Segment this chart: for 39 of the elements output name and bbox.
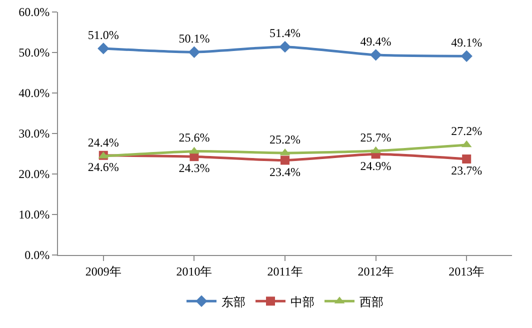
legend-label: 中部	[290, 294, 314, 309]
point	[280, 156, 290, 165]
point	[98, 42, 110, 54]
data-label: 25.7%	[360, 130, 392, 144]
point	[279, 40, 291, 53]
y-tick-label: 20.0%	[18, 167, 50, 182]
legend-label: 西部	[360, 294, 384, 309]
data-label: 49.4%	[360, 34, 392, 48]
point	[460, 50, 472, 62]
data-label: 25.2%	[270, 132, 300, 146]
data-label: 50.1%	[178, 31, 210, 46]
point	[370, 146, 381, 154]
point	[189, 146, 200, 154]
data-label: 51.4%	[270, 26, 300, 40]
data-label: 49.1%	[451, 36, 482, 50]
legend-label: 东部	[222, 294, 246, 309]
data-label: 23.7%	[451, 164, 482, 178]
y-tick-label: 40.0%	[18, 86, 50, 100]
y-tick-label: 30.0%	[18, 126, 50, 141]
data-label: 24.6%	[88, 160, 119, 174]
data-label: 27.2%	[451, 124, 482, 138]
point	[462, 154, 472, 164]
data-label: 24.3%	[178, 161, 210, 176]
point	[370, 49, 382, 61]
point	[188, 46, 200, 58]
y-tick-label: 10.0%	[18, 208, 50, 222]
data-label: 51.0%	[88, 28, 119, 42]
data-label: 23.4%	[270, 164, 300, 179]
x-tick-label: 2010年	[176, 264, 212, 278]
y-tick-label: 0.0%	[24, 248, 50, 262]
y-tick-label: 50.0%	[18, 46, 50, 60]
data-label: 24.4%	[88, 136, 119, 150]
y-tick-label: 60.0%	[18, 5, 50, 20]
x-tick-label: 2009年	[85, 264, 122, 278]
data-label: 25.6%	[178, 130, 210, 145]
x-tick-label: 2011年	[267, 264, 303, 278]
data-label: 24.9%	[360, 158, 392, 173]
x-tick-label: 2012年	[358, 264, 394, 278]
x-tick-label: 2013年	[448, 264, 485, 278]
